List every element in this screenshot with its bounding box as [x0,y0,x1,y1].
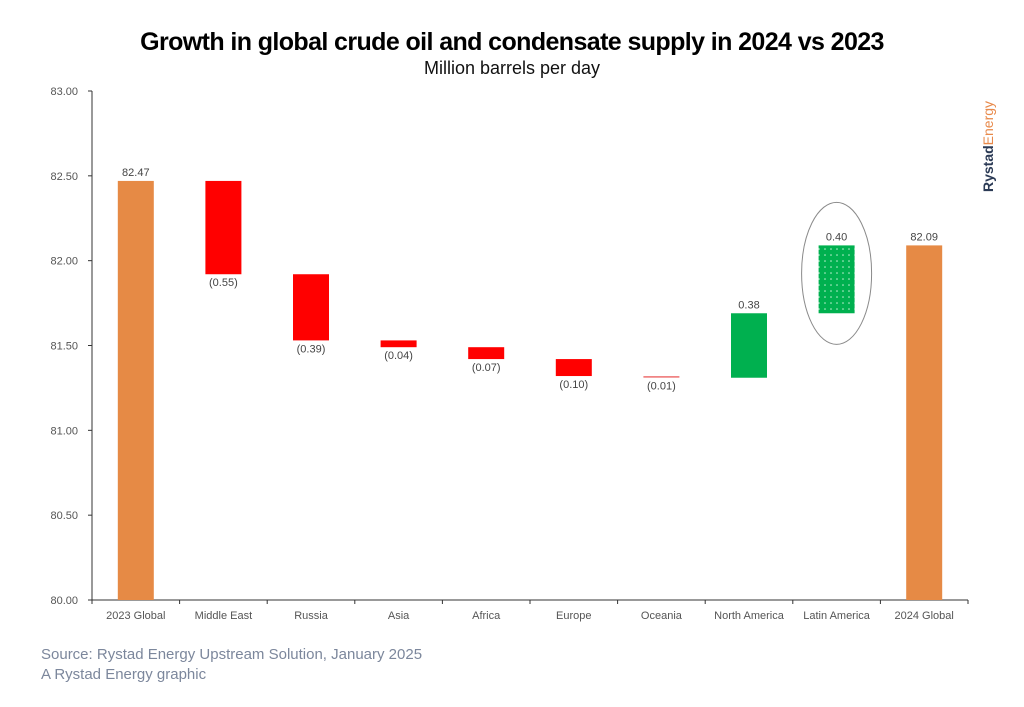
bar-2023-global [117,180,154,600]
x-tick-label: 2023 Global [106,610,165,622]
y-tick-label: 80.50 [50,510,78,522]
bar-africa [468,347,505,360]
x-tick-label: Europe [556,610,591,622]
highlight-ellipse [801,201,873,345]
data-label: (0.39) [297,343,326,355]
data-label: (0.04) [384,350,413,362]
x-tick-label: Middle East [195,610,252,622]
data-label: 0.40 [826,231,847,243]
bar-2024-global [906,245,943,600]
credit-note: A Rystad Energy graphic [41,666,207,683]
bar-latin-america [818,245,855,314]
x-tick-label: 2024 Global [895,610,954,622]
x-tick-label: Asia [388,610,410,622]
y-tick-label: 80.00 [50,595,78,607]
data-label: 82.47 [122,167,150,179]
bar-europe [555,359,592,377]
bar-middle-east [205,180,242,275]
data-label: (0.55) [209,277,238,289]
bar-oceania [643,376,680,378]
x-tick-label: Russia [294,610,329,622]
y-tick-label: 81.50 [50,341,78,353]
x-tick-label: Oceania [641,610,683,622]
data-label: 82.09 [910,231,938,243]
chart-subtitle: Million barrels per day [423,58,601,78]
data-label: (0.10) [559,379,588,391]
y-tick-label: 82.50 [50,171,78,183]
y-tick-label: 81.00 [50,425,78,437]
bar-north-america [731,313,767,378]
bar-russia [293,274,329,341]
x-tick-label: Latin America [803,610,871,622]
x-tick-label: North America [714,610,785,622]
data-label: (0.01) [647,381,676,393]
bar-asia [380,340,417,348]
y-tick-label: 82.00 [50,256,78,268]
y-tick-label: 83.00 [50,86,78,98]
x-tick-label: Africa [472,610,501,622]
data-label: 0.38 [738,299,759,311]
chart-footer: Source: Rystad Energy Upstream Solution,… [41,645,422,685]
source-note: Source: Rystad Energy Upstream Solution,… [41,646,423,663]
chart-title: Growth in global crude oil and condensat… [140,28,884,56]
data-label: (0.07) [472,362,501,374]
